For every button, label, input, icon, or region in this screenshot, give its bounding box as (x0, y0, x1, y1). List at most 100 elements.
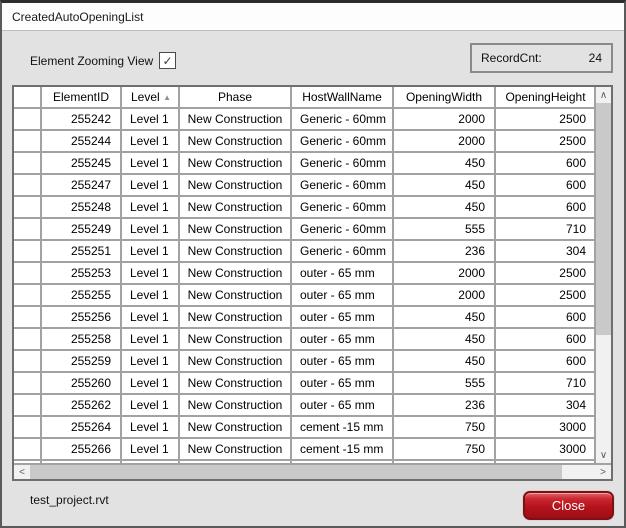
cell-openingheight[interactable]: 710 (496, 219, 594, 241)
row-header-cell[interactable] (14, 351, 42, 373)
row-header-cell[interactable] (14, 241, 42, 263)
table-row[interactable]: 255247 Level 1 New Construction Generic - 6… (14, 175, 594, 197)
cell-openingwidth[interactable]: 555 (394, 373, 496, 395)
cell-level[interactable]: Level 1 (122, 329, 180, 351)
cell-phase[interactable]: New Construction (180, 153, 292, 175)
table-row[interactable]: 255242 Level 1 New Construction Generic - 6… (14, 109, 594, 131)
cell-hostwallname[interactable]: Generic - 60mm (292, 197, 394, 219)
cell-phase[interactable]: New Construction (180, 439, 292, 461)
cell-openingwidth[interactable]: 750 (394, 439, 496, 461)
openings-data-grid[interactable]: ElementID Level ▲ Phase HostWallName OpeningW… (12, 85, 613, 481)
cell-elementid[interactable]: 255259 (42, 351, 122, 373)
cell-level[interactable]: Level 1 (122, 131, 180, 153)
cell-openingwidth[interactable]: 450 (394, 329, 496, 351)
table-row[interactable]: 255259 Level 1 New Construction outer - 65 … (14, 351, 594, 373)
cell-level[interactable]: Level 1 (122, 219, 180, 241)
cell-openingwidth[interactable]: 450 (394, 351, 496, 373)
cell-phase[interactable]: New Construction (180, 351, 292, 373)
cell-openingwidth[interactable]: 555 (394, 219, 496, 241)
horizontal-scrollbar[interactable]: < > (14, 463, 611, 479)
cell-elementid[interactable]: 255256 (42, 307, 122, 329)
cell-openingheight[interactable]: 3000 (496, 439, 594, 461)
column-header-level[interactable]: Level ▲ (122, 87, 180, 109)
row-header-cell[interactable] (14, 197, 42, 219)
row-header-cell[interactable] (14, 439, 42, 461)
cell-phase[interactable]: New Construction (180, 131, 292, 153)
table-row[interactable]: 255251 Level 1 New Construction Generic - 6… (14, 241, 594, 263)
cell-hostwallname[interactable]: Generic - 60mm (292, 131, 394, 153)
cell-openingwidth[interactable]: 450 (394, 175, 496, 197)
cell-hostwallname[interactable]: outer - 65 mm (292, 285, 394, 307)
cell-level[interactable]: Level 1 (122, 197, 180, 219)
cell-elementid[interactable]: 255264 (42, 417, 122, 439)
column-header-phase[interactable]: Phase (180, 87, 292, 109)
cell-phase[interactable]: New Construction (180, 417, 292, 439)
cell-phase[interactable]: New Construction (180, 175, 292, 197)
row-header-cell[interactable] (14, 131, 42, 153)
cell-hostwallname[interactable]: Generic - 60mm (292, 153, 394, 175)
scroll-left-button[interactable]: < (14, 465, 30, 479)
cell-hostwallname[interactable]: Generic - 60mm (292, 219, 394, 241)
cell-phase[interactable]: New Construction (180, 373, 292, 395)
cell-openingwidth[interactable]: 450 (394, 197, 496, 219)
cell-level[interactable]: Level 1 (122, 373, 180, 395)
cell-openingheight[interactable]: 600 (496, 329, 594, 351)
row-header-cell[interactable] (14, 175, 42, 197)
cell-phase[interactable]: New Construction (180, 263, 292, 285)
cell-openingheight[interactable]: 2500 (496, 263, 594, 285)
cell-elementid[interactable]: 255266 (42, 439, 122, 461)
close-button[interactable]: Close (523, 491, 614, 520)
cell-openingwidth[interactable]: 450 (394, 153, 496, 175)
cell-openingheight[interactable]: 600 (496, 153, 594, 175)
cell-openingwidth[interactable]: 2000 (394, 109, 496, 131)
cell-level[interactable]: Level 1 (122, 241, 180, 263)
cell-openingwidth[interactable]: 450 (394, 307, 496, 329)
table-row[interactable]: 255262 Level 1 New Construction outer - 65 … (14, 395, 594, 417)
table-row[interactable]: 255256 Level 1 New Construction outer - 65 … (14, 307, 594, 329)
row-header-cell[interactable] (14, 109, 42, 131)
cell-level[interactable]: Level 1 (122, 307, 180, 329)
cell-phase[interactable]: New Construction (180, 307, 292, 329)
cell-level[interactable]: Level 1 (122, 109, 180, 131)
cell-elementid[interactable]: 255262 (42, 395, 122, 417)
cell-openingheight[interactable]: 2500 (496, 109, 594, 131)
element-zooming-view-checkbox[interactable]: ✓ (159, 52, 176, 69)
row-header-cell[interactable] (14, 373, 42, 395)
cell-phase[interactable]: New Construction (180, 219, 292, 241)
table-row[interactable]: 255245 Level 1 New Construction Generic - 6… (14, 153, 594, 175)
row-header-corner[interactable] (14, 87, 42, 109)
cell-openingwidth[interactable]: 236 (394, 241, 496, 263)
scroll-down-button[interactable]: ∨ (596, 447, 611, 463)
cell-elementid[interactable]: 255258 (42, 329, 122, 351)
row-header-cell[interactable] (14, 219, 42, 241)
cell-openingwidth[interactable]: 750 (394, 417, 496, 439)
cell-elementid[interactable]: 255247 (42, 175, 122, 197)
cell-elementid[interactable]: 255248 (42, 197, 122, 219)
cell-openingheight[interactable]: 600 (496, 175, 594, 197)
table-row[interactable]: 255249 Level 1 New Construction Generic - 6… (14, 219, 594, 241)
cell-level[interactable]: Level 1 (122, 175, 180, 197)
column-header-elementid[interactable]: ElementID (42, 87, 122, 109)
scroll-up-button[interactable]: ∧ (596, 87, 611, 103)
cell-openingwidth[interactable]: 2000 (394, 263, 496, 285)
cell-hostwallname[interactable]: outer - 65 mm (292, 395, 394, 417)
cell-hostwallname[interactable]: cement -15 mm (292, 417, 394, 439)
row-header-cell[interactable] (14, 263, 42, 285)
cell-openingheight[interactable]: 600 (496, 197, 594, 219)
cell-openingheight[interactable]: 304 (496, 241, 594, 263)
cell-level[interactable]: Level 1 (122, 417, 180, 439)
row-header-cell[interactable] (14, 153, 42, 175)
row-header-cell[interactable] (14, 329, 42, 351)
cell-phase[interactable]: New Construction (180, 395, 292, 417)
cell-openingheight[interactable]: 600 (496, 351, 594, 373)
table-row[interactable]: 255264 Level 1 New Construction cement -15 … (14, 417, 594, 439)
cell-openingheight[interactable]: 2500 (496, 285, 594, 307)
column-header-openingheight[interactable]: OpeningHeight (496, 87, 594, 109)
cell-phase[interactable]: New Construction (180, 241, 292, 263)
cell-elementid[interactable]: 255242 (42, 109, 122, 131)
vertical-scrollbar[interactable]: ∧ ∨ (594, 87, 611, 463)
row-header-cell[interactable] (14, 417, 42, 439)
table-row[interactable]: 255258 Level 1 New Construction outer - 65 … (14, 329, 594, 351)
row-header-cell[interactable] (14, 285, 42, 307)
cell-hostwallname[interactable]: outer - 65 mm (292, 263, 394, 285)
